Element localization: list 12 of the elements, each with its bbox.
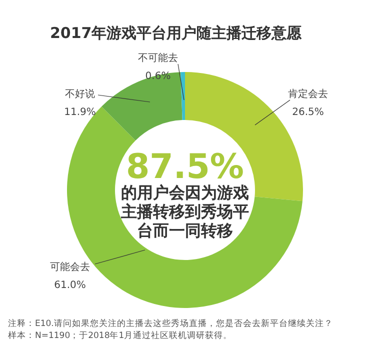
slice-label: 肯定会去 xyxy=(288,88,328,100)
text: 的用户会因为游戏主播转移到秀场平台而一同转移 xyxy=(120,183,249,240)
data-label: 61.0% xyxy=(54,280,86,291)
data-label: 11.9% xyxy=(64,107,96,118)
title: 2017年游戏平台用户随主播迁移意愿 xyxy=(50,24,302,42)
text: 样本：N=1190；于2018年1月通过社区联机调研获得。 xyxy=(8,330,232,341)
slice-label: 不好说 xyxy=(65,88,95,100)
data-label: 0.6% xyxy=(145,71,171,82)
text: 注释：E10.请问如果您关注的主播去这些秀场直播，您是否会去新平台继续关注？ xyxy=(8,318,333,329)
slice-label: 不可能去 xyxy=(138,52,178,64)
data-label: 26.5% xyxy=(292,107,324,118)
slice-label: 可能会去 xyxy=(50,261,90,273)
